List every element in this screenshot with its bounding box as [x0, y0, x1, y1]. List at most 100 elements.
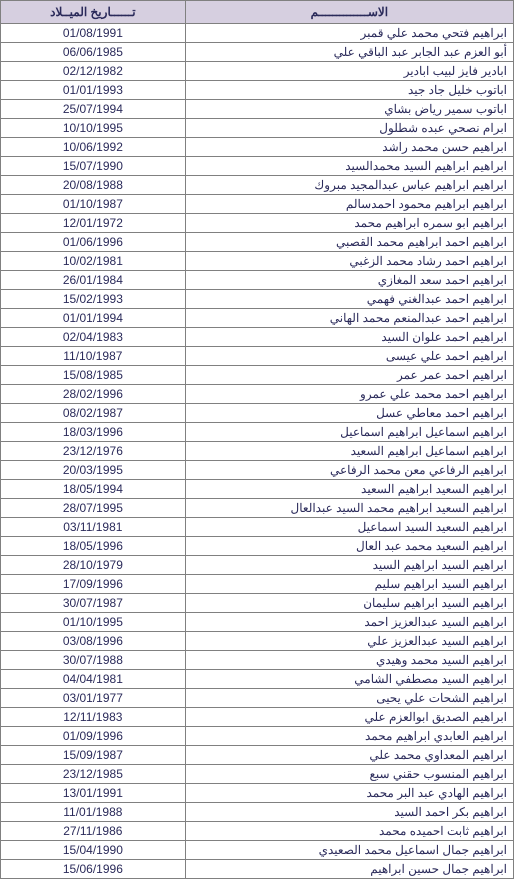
records-table: الاســــــــــــــم تــــــاريخ الميــلا… [0, 0, 514, 879]
table-row: ابراهيم الهادي عبد البر محمد13/01/1991 [1, 784, 514, 803]
date-cell: 12/01/1972 [1, 214, 186, 233]
date-cell: 12/11/1983 [1, 708, 186, 727]
name-cell: ابراهيم ابراهيم محمود احمدسالم [185, 195, 513, 214]
date-cell: 15/09/1987 [1, 746, 186, 765]
name-cell: ابراهيم السيد عبدالعزيز علي [185, 632, 513, 651]
name-cell: ابراهيم اسماعيل ابراهيم اسماعيل [185, 423, 513, 442]
table-row: ابراهيم ابراهيم محمود احمدسالم01/10/1987 [1, 195, 514, 214]
date-cell: 01/01/1993 [1, 81, 186, 100]
name-cell: ابراهيم بكر احمد السيد [185, 803, 513, 822]
name-cell: ابراهيم الشحات علي يحيى [185, 689, 513, 708]
name-cell: ابراهيم السيد ابراهيم السيد [185, 556, 513, 575]
table-row: ابرام نصحي عبده شطلول10/10/1995 [1, 119, 514, 138]
name-cell: ابراهيم احمد علوان السيد [185, 328, 513, 347]
table-row: ابراهيم الرفاعي معن محمد الرفاعي20/03/19… [1, 461, 514, 480]
name-cell: ابراهيم السعيد ابراهيم محمد السيد عبدالع… [185, 499, 513, 518]
name-cell: ابراهيم السعيد محمد عبد العال [185, 537, 513, 556]
table-row: ابراهيم احمد محمد علي عمرو28/02/1996 [1, 385, 514, 404]
date-cell: 18/05/1996 [1, 537, 186, 556]
date-cell: 04/04/1981 [1, 670, 186, 689]
table-row: ابراهيم اسماعيل ابراهيم اسماعيل18/03/199… [1, 423, 514, 442]
table-row: ابراهيم السيد محمد وهيدي30/07/1988 [1, 651, 514, 670]
date-cell: 11/01/1988 [1, 803, 186, 822]
name-cell: اباتوب خليل جاد جيد [185, 81, 513, 100]
date-cell: 15/06/1996 [1, 860, 186, 879]
name-cell: ابراهيم جمال حسين ابراهيم [185, 860, 513, 879]
name-cell: ابراهيم حسن محمد راشد [185, 138, 513, 157]
date-cell: 25/07/1994 [1, 100, 186, 119]
name-cell: اباتوب سمير رياض بشاي [185, 100, 513, 119]
table-row: ابراهيم ابراهيم عباس عبدالمجيد مبروك20/0… [1, 176, 514, 195]
table-row: ابراهيم السعيد السيد اسماعيل03/11/1981 [1, 518, 514, 537]
table-row: ابراهيم احمد معاطي عسل08/02/1987 [1, 404, 514, 423]
date-cell: 28/10/1979 [1, 556, 186, 575]
date-cell: 08/02/1987 [1, 404, 186, 423]
name-cell: ابراهيم اسماعيل ابراهيم السعيد [185, 442, 513, 461]
name-cell: ابراهيم احمد علي عيسى [185, 347, 513, 366]
name-cell: ابراهيم احمد عبدالغني فهمي [185, 290, 513, 309]
table-row: ابراهيم الصديق ابوالعزم علي12/11/1983 [1, 708, 514, 727]
date-cell: 10/02/1981 [1, 252, 186, 271]
date-cell: 17/09/1996 [1, 575, 186, 594]
table-row: ابراهيم السعيد محمد عبد العال18/05/1996 [1, 537, 514, 556]
name-cell: ابراهيم ثابت احميده محمد [185, 822, 513, 841]
date-cell: 15/04/1990 [1, 841, 186, 860]
table-row: ابادير فايز لبيب ابادير02/12/1982 [1, 62, 514, 81]
date-cell: 18/03/1996 [1, 423, 186, 442]
date-cell: 01/10/1995 [1, 613, 186, 632]
table-row: اباتوب سمير رياض بشاي25/07/1994 [1, 100, 514, 119]
table-row: ابراهيم احمد علوان السيد02/04/1983 [1, 328, 514, 347]
table-row: ابراهيم ثابت احميده محمد27/11/1986 [1, 822, 514, 841]
table-row: ابراهيم السيد عبدالعزيز علي03/08/1996 [1, 632, 514, 651]
header-name: الاســــــــــــــم [185, 1, 513, 24]
name-cell: ابراهيم احمد عمر عمر [185, 366, 513, 385]
date-cell: 01/01/1994 [1, 309, 186, 328]
date-cell: 01/06/1996 [1, 233, 186, 252]
name-cell: ابراهيم الرفاعي معن محمد الرفاعي [185, 461, 513, 480]
name-cell: ابراهيم السعيد السيد اسماعيل [185, 518, 513, 537]
date-cell: 23/12/1985 [1, 765, 186, 784]
name-cell: ابادير فايز لبيب ابادير [185, 62, 513, 81]
table-row: ابراهيم احمد سعد المغازي26/01/1984 [1, 271, 514, 290]
date-cell: 23/12/1976 [1, 442, 186, 461]
name-cell: ابراهيم احمد ابراهيم محمد القصبي [185, 233, 513, 252]
date-cell: 15/08/1985 [1, 366, 186, 385]
name-cell: ابراهيم ابو سمره ابراهيم محمد [185, 214, 513, 233]
date-cell: 03/01/1977 [1, 689, 186, 708]
name-cell: ابراهيم احمد محمد علي عمرو [185, 385, 513, 404]
table-row: ابراهيم السيد مصطفي الشامي04/04/1981 [1, 670, 514, 689]
name-cell: ابراهيم السيد مصطفي الشامي [185, 670, 513, 689]
table-header-row: الاســــــــــــــم تــــــاريخ الميــلا… [1, 1, 514, 24]
name-cell: ابراهيم احمد سعد المغازي [185, 271, 513, 290]
name-cell: أبو العزم عبد الجابر عبد الباقي علي [185, 43, 513, 62]
date-cell: 26/01/1984 [1, 271, 186, 290]
date-cell: 20/03/1995 [1, 461, 186, 480]
table-row: ابراهيم اسماعيل ابراهيم السعيد23/12/1976 [1, 442, 514, 461]
table-row: ابراهيم السيد عبدالعزيز احمد01/10/1995 [1, 613, 514, 632]
name-cell: ابراهيم الهادي عبد البر محمد [185, 784, 513, 803]
table-row: ابراهيم السيد ابراهيم سليمان30/07/1987 [1, 594, 514, 613]
table-row: ابراهيم احمد رشاد محمد الزغبي10/02/1981 [1, 252, 514, 271]
table-row: ابراهيم احمد علي عيسى11/10/1987 [1, 347, 514, 366]
name-cell: ابراهيم السيد عبدالعزيز احمد [185, 613, 513, 632]
date-cell: 01/10/1987 [1, 195, 186, 214]
table-row: ابراهيم ابو سمره ابراهيم محمد12/01/1972 [1, 214, 514, 233]
table-row: ابراهيم السعيد ابراهيم السعيد18/05/1994 [1, 480, 514, 499]
table-row: ابراهيم ابراهيم السيد محمدالسيد15/07/199… [1, 157, 514, 176]
table-row: ابراهيم الشحات علي يحيى03/01/1977 [1, 689, 514, 708]
table-row: ابراهيم حسن محمد راشد10/06/1992 [1, 138, 514, 157]
name-cell: ابرام نصحي عبده شطلول [185, 119, 513, 138]
name-cell: ابراهيم السيد ابراهيم سليم [185, 575, 513, 594]
date-cell: 27/11/1986 [1, 822, 186, 841]
name-cell: ابراهيم جمال اسماعيل محمد الصعيدي [185, 841, 513, 860]
table-row: ابراهيم جمال اسماعيل محمد الصعيدي15/04/1… [1, 841, 514, 860]
date-cell: 10/10/1995 [1, 119, 186, 138]
table-row: ابراهيم السيد ابراهيم السيد28/10/1979 [1, 556, 514, 575]
date-cell: 02/12/1982 [1, 62, 186, 81]
date-cell: 30/07/1988 [1, 651, 186, 670]
table-row: اباتوب خليل جاد جيد01/01/1993 [1, 81, 514, 100]
name-cell: ابراهيم السيد محمد وهيدي [185, 651, 513, 670]
date-cell: 20/08/1988 [1, 176, 186, 195]
date-cell: 02/04/1983 [1, 328, 186, 347]
table-row: ابراهيم السيد ابراهيم سليم17/09/1996 [1, 575, 514, 594]
